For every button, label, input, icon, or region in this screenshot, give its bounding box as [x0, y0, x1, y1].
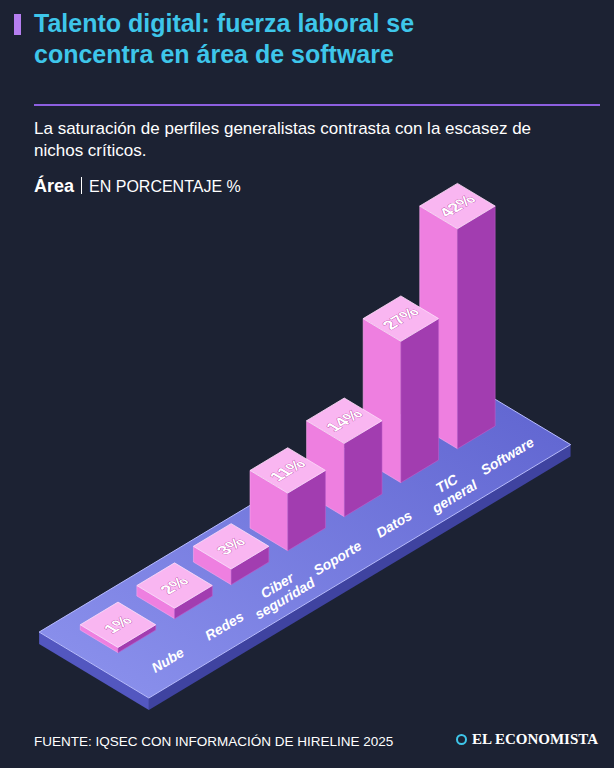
category-label: Software [478, 434, 537, 478]
data-label: 42% [435, 192, 480, 219]
axis-caption: Área EN PORCENTAJE % [34, 176, 241, 197]
data-label: 1% [99, 614, 136, 636]
x-label: Área [34, 176, 74, 196]
category-label-line: general [428, 476, 481, 516]
bar-top-face [80, 602, 155, 647]
category-label-line: seguridad [252, 574, 318, 622]
data-label: 11% [265, 457, 310, 484]
bars [80, 183, 495, 652]
bar [193, 524, 268, 585]
bar-top-face [307, 398, 382, 443]
category-label: Nube [149, 644, 187, 676]
category-label-line: Software [478, 434, 537, 478]
bar [137, 563, 212, 619]
separator [81, 177, 82, 194]
source: FUENTE: IQSEC CON INFORMACIÓN DE HIRELIN… [34, 734, 393, 749]
data-label: 14% [322, 407, 367, 434]
category-label: Soporte [311, 537, 365, 578]
category-label-line: Nube [149, 644, 187, 676]
bar-top-face [137, 563, 212, 608]
category-label-line: Soporte [311, 537, 365, 578]
title: Talento digital: fuerza laboral se conce… [34, 8, 484, 70]
data-labels: 42% 27% 14% 11% 3% 2% 1% [99, 192, 480, 636]
bar [80, 602, 155, 653]
category-label-line: Datos [373, 507, 415, 541]
category-label-line: Redes [202, 608, 246, 643]
publisher: EL ECONOMISTA [456, 731, 598, 748]
category-label: TICgeneral [420, 463, 480, 516]
bar-top-face [420, 183, 495, 228]
category-label: Redes [202, 608, 246, 643]
data-label: 2% [156, 574, 193, 596]
publisher-icon [456, 734, 467, 745]
data-label: 27% [378, 305, 423, 332]
bar-top-face [193, 524, 268, 569]
publisher-name: EL ECONOMISTA [472, 731, 598, 747]
bar-top-face [250, 448, 325, 493]
bar [250, 448, 325, 551]
chart: NubeRedesCiberseguridadSoporteDatosTICge… [0, 0, 614, 768]
title-accent [14, 14, 21, 35]
title-rule [34, 104, 600, 106]
y-label: EN PORCENTAJE % [89, 178, 241, 195]
data-label: 3% [212, 535, 249, 557]
subtitle: La saturación de perfiles generalistas c… [34, 118, 579, 162]
bar-top-face [363, 296, 438, 341]
bar-front-face [401, 319, 439, 483]
category-label: Datos [373, 507, 415, 541]
bar-front-face [457, 206, 495, 449]
